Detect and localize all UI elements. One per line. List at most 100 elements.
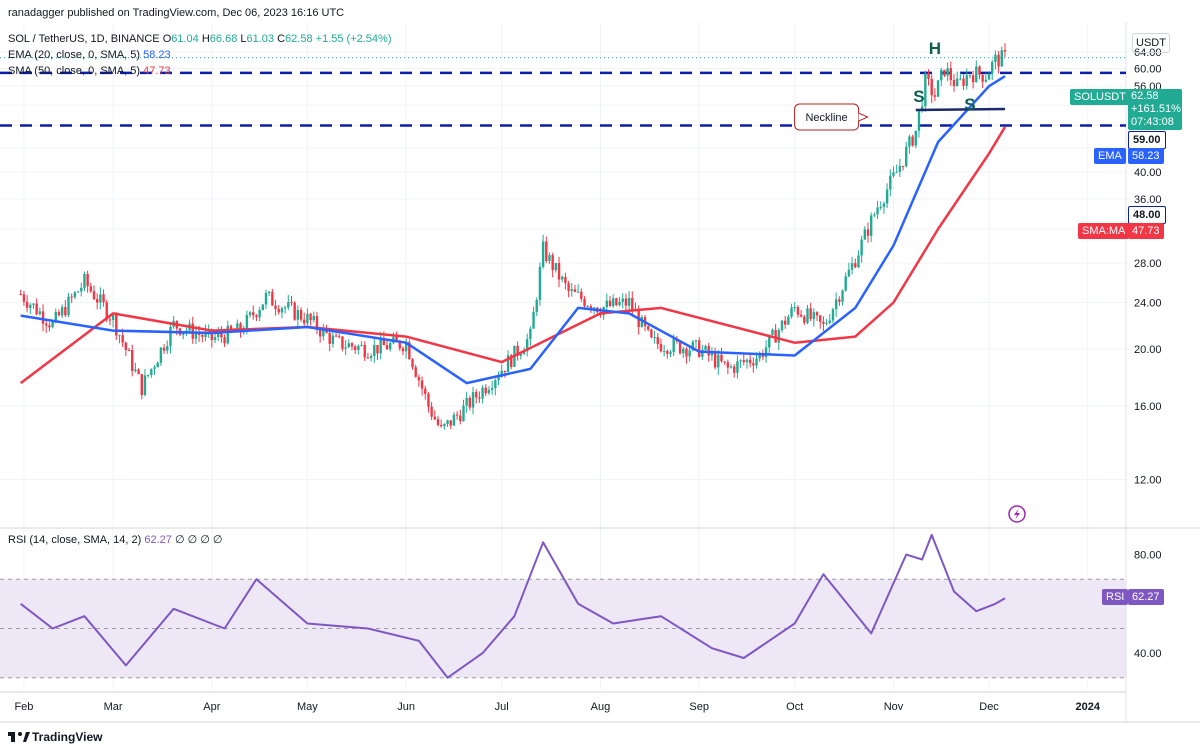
moving-average-lines — [19, 75, 1007, 385]
sma-legend-value: 47.73 — [143, 65, 171, 77]
candle-body — [376, 344, 379, 354]
candle-body — [783, 320, 787, 325]
candle-body — [793, 307, 796, 309]
last-price-badge[interactable]: 62.58 +161.51% 07:43:08 — [1128, 89, 1182, 130]
currency-button[interactable]: USDT — [1132, 33, 1170, 53]
candle-body — [930, 79, 933, 96]
candle-body — [494, 380, 497, 389]
ema-value-badge[interactable]: 58.23 — [1128, 148, 1164, 164]
candle-body — [787, 316, 790, 325]
candle-body — [430, 406, 433, 417]
candle-body — [997, 54, 1000, 67]
candle-body — [436, 419, 440, 425]
candle-body — [854, 263, 857, 268]
time-axis-ticks[interactable]: Feb Mar Apr May Jun Jul Aug Sep Oct Nov Dec 2024 — [14, 701, 1100, 713]
candle-body — [506, 355, 510, 372]
candle-body — [522, 351, 526, 355]
rsi-series-line — [20, 533, 1006, 679]
candle-body — [137, 369, 140, 375]
candle-body — [439, 424, 443, 427]
candle-body — [455, 414, 459, 416]
ema-legend[interactable]: EMA (20, close, 0, SMA, 5) 58.23 — [8, 48, 171, 62]
candle-body — [717, 354, 720, 368]
candle-body — [561, 276, 564, 280]
candle-body — [86, 274, 89, 287]
rsi-label-badge[interactable]: RSI — [1102, 589, 1129, 605]
candle-body — [60, 307, 64, 316]
open-value: 61.04 — [171, 33, 199, 45]
candle-body — [924, 73, 927, 107]
candle-body — [755, 358, 758, 366]
level-badge-59[interactable]: 59.00 — [1128, 131, 1166, 149]
candle-body — [283, 307, 287, 309]
ema-label-badge[interactable]: EMA — [1094, 148, 1126, 164]
high-value: 66.68 — [209, 33, 238, 45]
candle-body — [819, 315, 822, 322]
lightning-icon[interactable] — [1008, 505, 1026, 523]
sma50-line — [19, 126, 1007, 385]
candle-body — [691, 341, 695, 351]
candle-body — [901, 165, 905, 167]
candle-body — [226, 325, 229, 344]
candle-body — [624, 298, 628, 306]
candle-body — [726, 362, 730, 368]
neckline-callout-arrow — [858, 112, 869, 122]
level-badge-48[interactable]: 48.00 — [1128, 206, 1166, 224]
time-tick-label: Apr — [203, 701, 220, 713]
ema-legend-value: 58.23 — [143, 49, 171, 61]
change-value: +1.55 (+2.54%) — [315, 33, 392, 45]
candle-body — [952, 80, 956, 87]
candle-body — [586, 306, 589, 308]
candle-body — [608, 300, 612, 307]
ticker-badge[interactable]: SOLUSDT — [1070, 89, 1130, 105]
pattern-annotations[interactable]: Neckline H S S — [794, 39, 1005, 131]
candle-body — [220, 332, 223, 338]
candle-body — [962, 78, 965, 86]
candle-body — [892, 172, 895, 176]
time-tick-label: Dec — [979, 701, 999, 713]
candle-body — [280, 308, 284, 313]
price-tick-label: 40.00 — [1134, 167, 1162, 179]
candle-body — [290, 302, 293, 304]
candle-body — [468, 397, 472, 408]
candle-body — [758, 353, 761, 359]
candle-body — [774, 329, 777, 343]
rsi-value-badge[interactable]: 62.27 — [1128, 589, 1164, 605]
candle-body — [659, 344, 663, 352]
candle-body — [347, 343, 351, 348]
symbol-legend[interactable]: SOL / TetherUS, 1D, BINANCE O61.04 H66.6… — [8, 32, 392, 46]
candle-body — [876, 207, 879, 215]
sma-value-badge[interactable]: 47.73 — [1128, 223, 1164, 239]
low-value: 61.03 — [246, 33, 275, 45]
candle-body — [32, 303, 35, 305]
candle-body — [99, 294, 102, 303]
candle-body — [443, 423, 446, 427]
sma-badge-label: SMA:MA — [1082, 225, 1126, 237]
candle-body — [357, 345, 360, 350]
ema-badge-label: EMA — [1098, 150, 1122, 162]
candle-body — [831, 309, 835, 321]
sma-legend[interactable]: SMA (50, close, 0, SMA, 5) 47.73 — [8, 64, 171, 78]
candle-body — [803, 316, 806, 323]
candle-body — [580, 291, 583, 299]
candle-body — [790, 307, 793, 317]
horizontal-levels[interactable] — [0, 57, 1126, 127]
candle-body — [672, 338, 675, 353]
candle-body — [905, 146, 908, 167]
candle-body — [255, 315, 258, 318]
rsi-legend[interactable]: RSI (14, close, SMA, 14, 2) 62.27 ∅ ∅ ∅ … — [8, 533, 222, 547]
bar-countdown: 07:43:08 — [1131, 116, 1174, 128]
candle-body — [245, 315, 249, 332]
sma-label-badge[interactable]: SMA:MA — [1078, 223, 1130, 239]
candle-body — [80, 287, 83, 292]
candle-body — [424, 388, 427, 394]
candle-body — [191, 323, 194, 339]
candle-body — [210, 329, 214, 341]
candle-body — [89, 286, 93, 292]
candle-body — [360, 344, 363, 346]
rsi-axis-ticks[interactable]: 40.00 80.00 — [1134, 550, 1162, 660]
candle-body — [688, 350, 691, 357]
candle-body — [134, 369, 137, 371]
candle-body — [710, 353, 714, 356]
